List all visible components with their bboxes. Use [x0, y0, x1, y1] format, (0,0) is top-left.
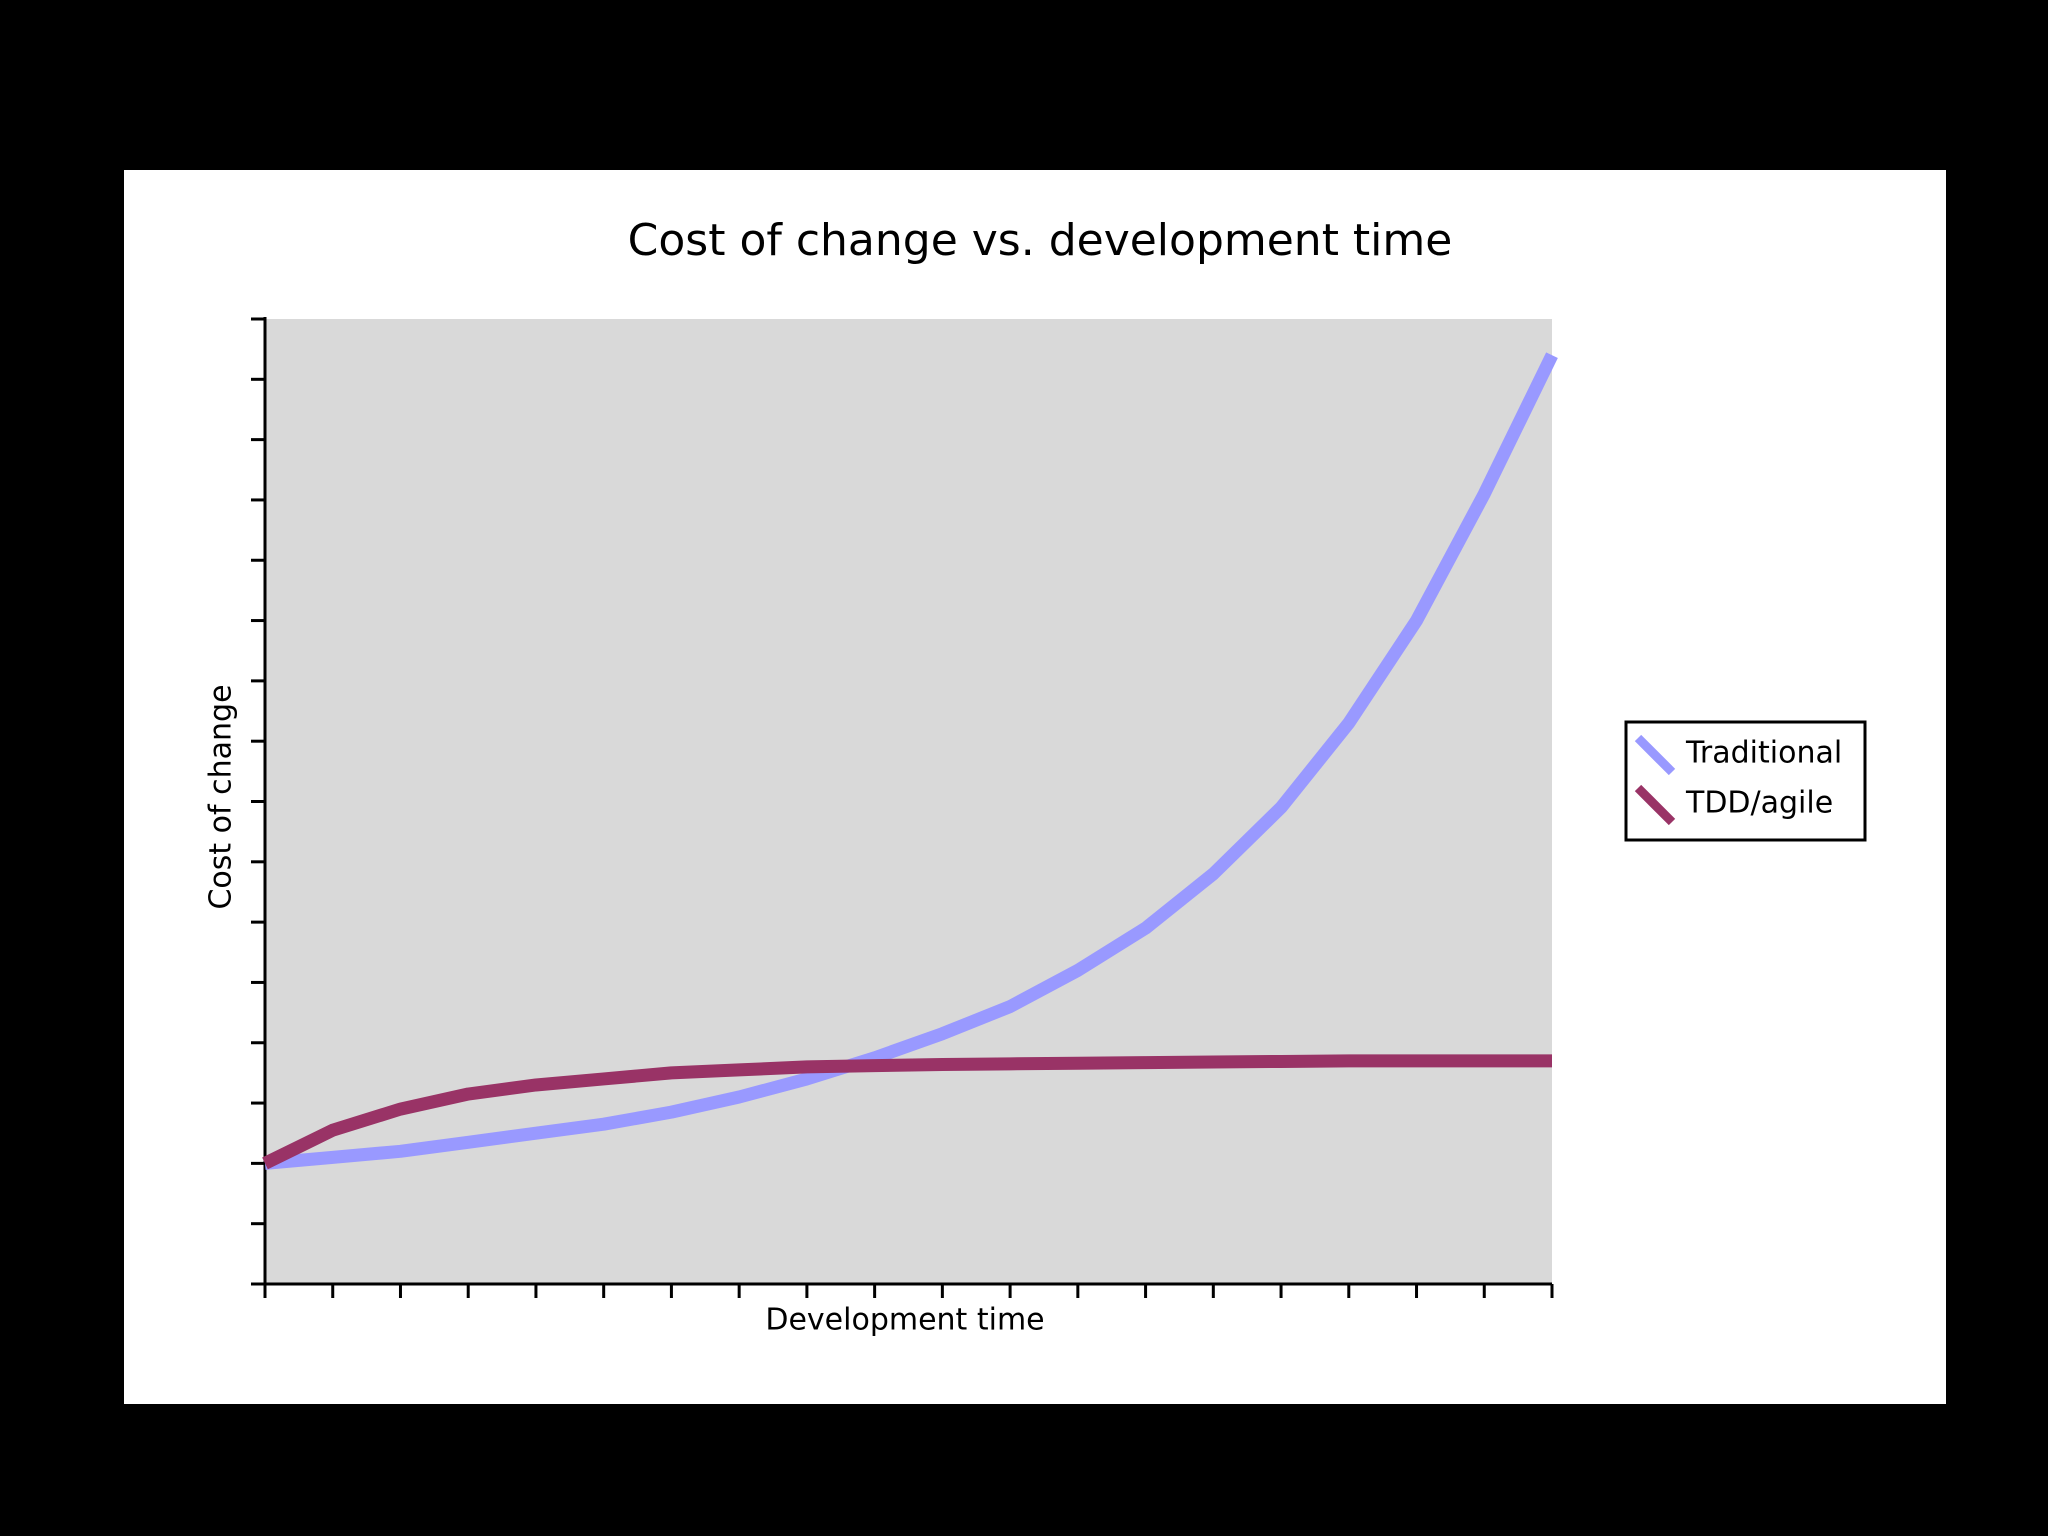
- series-line: [264, 352, 1558, 1170]
- x-axis-label: Development time: [765, 1303, 1044, 1338]
- chart-title: Cost of change vs. development time: [628, 215, 1453, 266]
- y-axis-label: Cost of change: [204, 684, 239, 909]
- series-line: [262, 1054, 1552, 1170]
- plot-area: [265, 319, 1552, 1284]
- legend-label: Traditional: [1685, 736, 1842, 771]
- legend-label: TDD/agile: [1685, 786, 1833, 821]
- legend-swatch: [1634, 784, 1676, 826]
- legend-swatch: [1634, 734, 1676, 776]
